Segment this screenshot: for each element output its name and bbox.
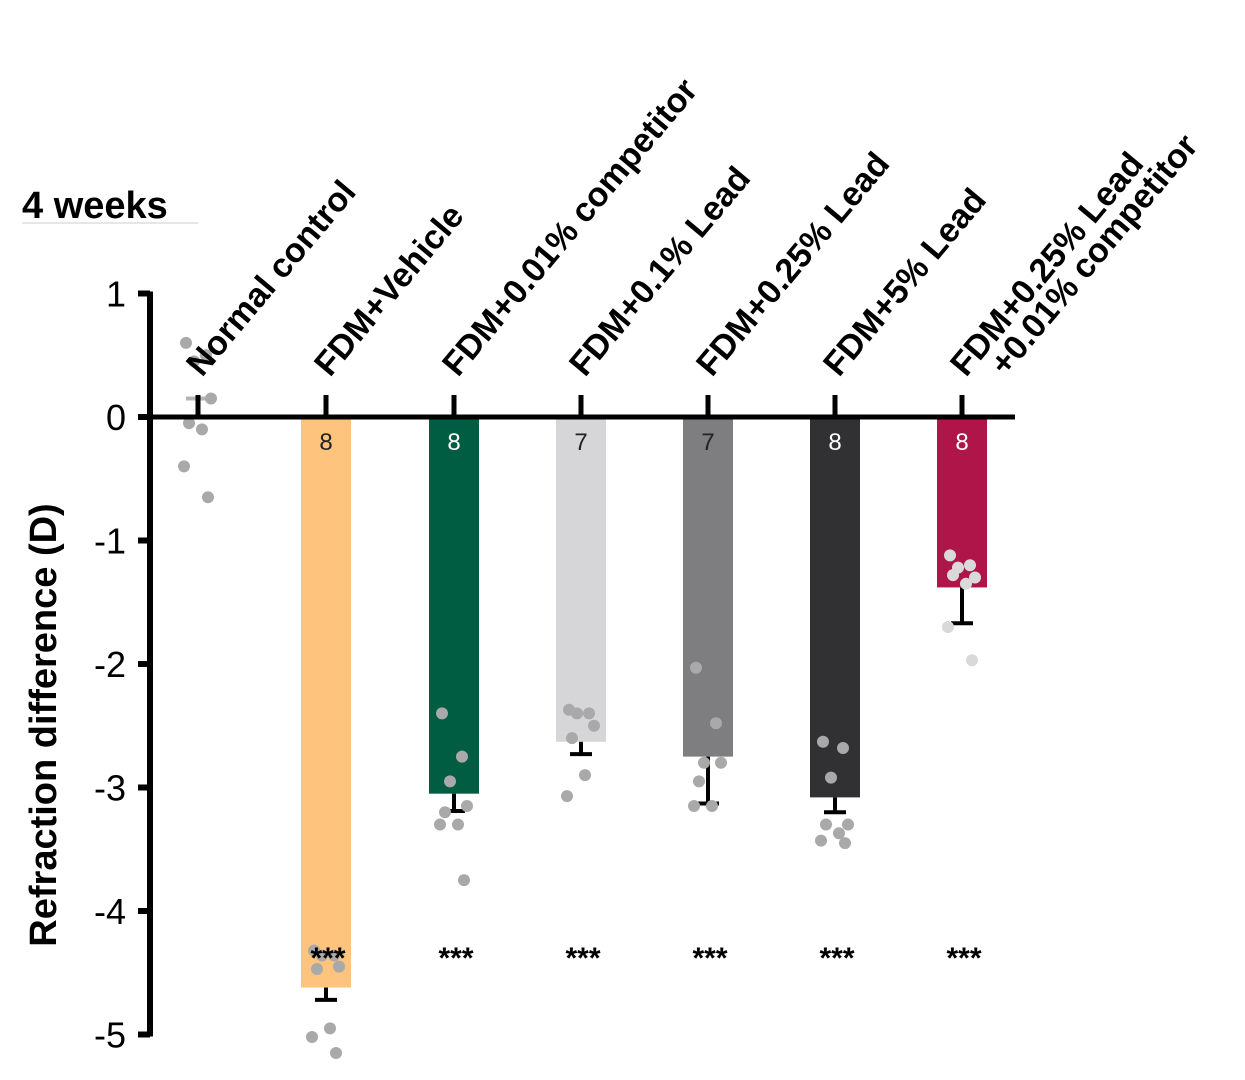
chart-title: 4 weeks [22, 185, 168, 227]
category-label: FDM+0.01% competitor [435, 71, 705, 383]
data-point [688, 800, 700, 813]
data-point [833, 827, 845, 840]
data-point [969, 571, 981, 584]
category-label: FDM+0.25% Lead+0.01% competitor [943, 127, 1206, 383]
data-point [183, 417, 195, 430]
data-point [566, 732, 578, 745]
category-label-text: +0.01% competitor [983, 127, 1206, 382]
data-point [571, 707, 583, 720]
significance-label: *** [819, 942, 854, 975]
data-point [306, 1030, 318, 1043]
bar [429, 417, 479, 794]
data-point [579, 769, 591, 782]
data-point [311, 963, 323, 976]
significance-label: *** [565, 942, 600, 975]
data-point [205, 392, 217, 405]
data-point [706, 800, 718, 813]
significance-label: *** [946, 942, 981, 975]
data-point [820, 818, 832, 831]
y-tick-label: 1 [106, 274, 126, 315]
data-point [964, 559, 976, 572]
data-point [200, 349, 212, 362]
data-point [202, 491, 214, 504]
data-point [960, 577, 972, 590]
significance-label: *** [310, 942, 345, 975]
y-tick-label: -1 [94, 521, 126, 562]
bar [683, 417, 733, 757]
data-point [966, 654, 978, 667]
y-axis-label: Refraction difference (D) [23, 503, 65, 946]
data-point [942, 620, 954, 633]
data-point [588, 719, 600, 732]
y-tick-label: -3 [94, 768, 126, 809]
data-point [461, 800, 473, 813]
data-point [561, 790, 573, 803]
data-point [439, 806, 451, 819]
data-point [837, 741, 849, 754]
data-point [693, 775, 705, 788]
data-point [944, 549, 956, 562]
bar [301, 417, 351, 988]
data-point [196, 423, 208, 436]
data-point [444, 775, 456, 788]
bar [556, 417, 606, 742]
data-point [698, 756, 710, 769]
n-label: 8 [447, 429, 460, 456]
data-point [324, 1022, 336, 1035]
data-point [690, 661, 702, 674]
data-point [180, 336, 192, 349]
data-point [178, 460, 190, 473]
significance-label: *** [438, 942, 473, 975]
data-point [188, 355, 200, 368]
data-point [715, 756, 727, 769]
data-point [817, 735, 829, 748]
y-tick-label: -4 [94, 891, 126, 932]
y-tick-label: 0 [106, 397, 126, 438]
n-label: 8 [828, 429, 841, 456]
data-point [436, 707, 448, 720]
data-point [839, 837, 851, 850]
data-point [825, 771, 837, 784]
y-tick-label: -5 [94, 1015, 126, 1056]
data-point [458, 874, 470, 887]
n-label: 8 [955, 429, 968, 456]
n-label: 8 [319, 429, 332, 456]
data-point [434, 818, 446, 831]
category-label-text: FDM+0.25% Lead [943, 145, 1151, 383]
data-point [452, 818, 464, 831]
data-point [947, 569, 959, 582]
bar [810, 417, 860, 798]
data-point [328, 949, 340, 962]
data-point [710, 717, 722, 730]
data-point [815, 834, 827, 847]
significance-label: *** [692, 942, 727, 975]
data-point [842, 818, 854, 831]
data-point [583, 707, 595, 720]
category-label-text: FDM+0.01% competitor [435, 71, 705, 383]
data-point [456, 750, 468, 763]
data-point [330, 1047, 342, 1060]
n-label: 7 [574, 429, 587, 456]
data-point [333, 960, 345, 973]
y-tick-label: -2 [94, 644, 126, 685]
n-label: 7 [701, 429, 714, 456]
data-point [316, 949, 328, 962]
